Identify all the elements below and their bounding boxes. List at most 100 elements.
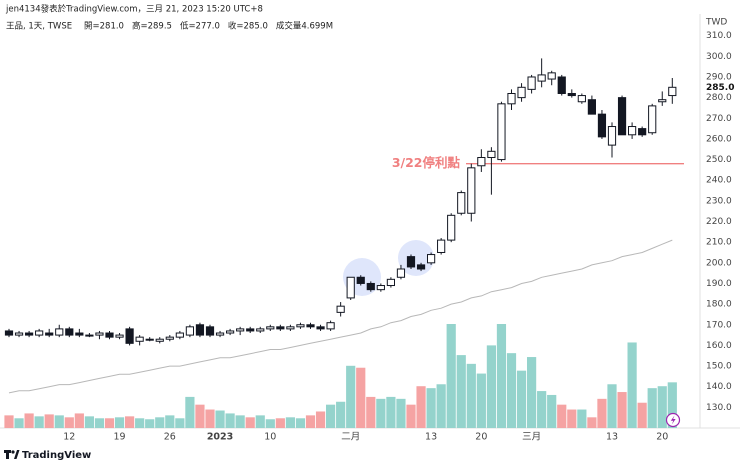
y-tick-label: 210.0	[706, 238, 732, 248]
candle-body	[658, 99, 667, 103]
candle-body	[35, 330, 44, 336]
candle-body	[65, 328, 74, 336]
candle-body	[336, 305, 345, 313]
candle-body	[416, 264, 426, 270]
volume-bar	[84, 416, 94, 428]
volume-bar	[617, 392, 627, 428]
candle-body	[617, 97, 627, 136]
candle-body	[165, 336, 174, 340]
volume-bar	[587, 417, 597, 428]
volume-bar	[285, 417, 295, 428]
volume-bar	[165, 415, 175, 428]
candle-body	[577, 95, 586, 103]
volume-bar	[235, 415, 245, 428]
x-tick-label: 26	[164, 432, 176, 443]
last-price-label: 285.0	[706, 83, 734, 93]
candle-body	[95, 332, 104, 336]
volume-bar	[597, 398, 607, 428]
volume-bar	[486, 345, 496, 428]
ohlc-item: 高=289.5	[132, 21, 172, 32]
candle-body	[628, 126, 637, 136]
candle-body	[607, 126, 617, 146]
candle-body	[587, 99, 596, 115]
volume-bar	[4, 415, 14, 428]
byline: jen4134發表於TradingView.com，三月 21, 2023 15…	[5, 4, 263, 15]
volume-bar	[537, 391, 547, 428]
volume-bar	[44, 414, 54, 428]
y-tick-label: 190.0	[706, 279, 732, 289]
candle-body	[597, 113, 607, 138]
candle-body	[648, 105, 657, 134]
volume-bar	[94, 418, 105, 428]
volume-bar	[376, 398, 386, 428]
volume-bar	[396, 398, 406, 428]
volume-bar	[265, 419, 275, 428]
candle-body	[215, 332, 225, 336]
candle-body	[55, 328, 64, 336]
y-tick-label: 200.0	[706, 258, 732, 268]
brand-logo	[4, 450, 20, 459]
candle-body	[537, 74, 546, 82]
ohlc-item: 低=277.0	[180, 21, 220, 32]
candle-body	[477, 157, 486, 167]
candle-body	[246, 328, 255, 332]
candle-body	[497, 103, 506, 161]
candle-body	[507, 92, 516, 105]
volume-bar	[34, 416, 44, 428]
candle-body	[386, 278, 395, 287]
volume-bar	[295, 418, 306, 428]
ohlc-item: 成交量4.699M	[276, 21, 333, 32]
price-layer: 3/22停利點	[4, 58, 684, 394]
candle-body	[638, 128, 647, 136]
volume-bar	[386, 396, 396, 428]
volume-bar	[14, 418, 24, 428]
y-tick-label: 160.0	[706, 341, 732, 351]
volume-bar	[657, 386, 667, 428]
candle-body	[4, 330, 14, 336]
moving-average	[8, 239, 673, 394]
candle-body	[105, 332, 114, 338]
volume-bar	[114, 417, 125, 428]
x-tick-label: 20	[656, 432, 668, 443]
y-tick-label: 250.0	[706, 155, 732, 165]
candle-body	[547, 72, 556, 80]
symbol-legend: 王品, 1天, TWSE	[6, 22, 72, 32]
candle-body	[236, 328, 245, 332]
volume-bar	[466, 363, 476, 428]
x-tick-label: 三月	[522, 432, 541, 443]
annotation-text: 3/22停利點	[392, 155, 461, 170]
candle-body	[567, 92, 576, 97]
volume-bar	[215, 410, 225, 428]
candle-body	[487, 150, 496, 159]
y-tick-label: 240.0	[706, 176, 732, 186]
volume-bar	[647, 388, 657, 428]
candle-body	[226, 330, 235, 334]
volume-bar	[145, 419, 155, 428]
candle-body	[145, 338, 154, 341]
volume-bar	[667, 382, 677, 428]
candle-body	[195, 324, 205, 336]
x-tick-label: 2023	[207, 432, 233, 443]
volume-bar	[446, 324, 456, 428]
volume-bar	[527, 357, 537, 428]
volume-bar	[24, 413, 34, 428]
candle-body	[85, 334, 94, 337]
volume-bar	[506, 353, 517, 428]
volume-bar	[436, 384, 446, 428]
x-tick-label: 12	[63, 432, 75, 443]
volume-bar	[54, 415, 64, 428]
candle-body	[155, 338, 164, 342]
volume-bar	[637, 402, 647, 428]
volume-bar	[315, 411, 326, 428]
candle-body	[668, 86, 677, 97]
candle-body	[517, 86, 526, 99]
volume-bar	[426, 388, 436, 428]
volume-bar	[607, 384, 617, 428]
y-tick-label: 130.0	[706, 403, 732, 413]
volume-bar	[366, 396, 376, 428]
volume-bar	[476, 373, 486, 428]
candle-body	[447, 214, 456, 241]
candle-body	[14, 332, 24, 336]
y-tick-label: 230.0	[706, 196, 732, 206]
